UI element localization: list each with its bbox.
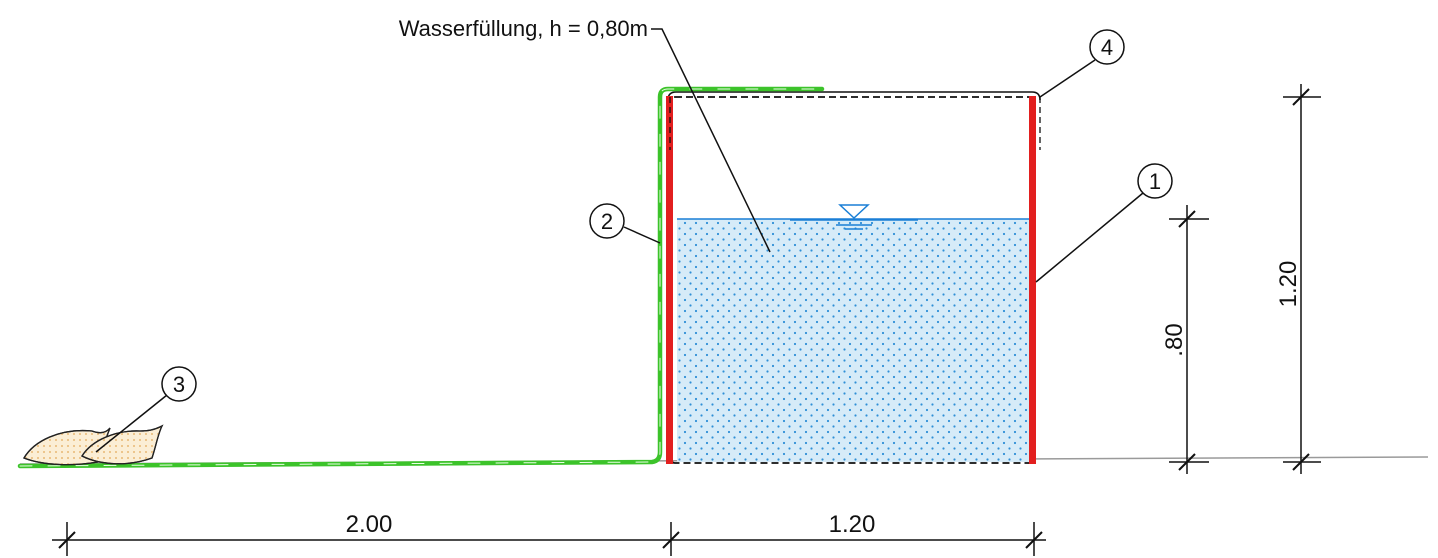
dimension-water-height	[1169, 205, 1209, 474]
svg-text:3: 3	[173, 372, 185, 397]
svg-text:2: 2	[601, 209, 613, 234]
callout-1: 1	[1137, 163, 1173, 199]
svg-text:4: 4	[1101, 35, 1113, 60]
container-frame	[667, 91, 1041, 101]
dimension-bottom-right-label: 1.20	[829, 511, 876, 538]
leader-lines	[95, 28, 1144, 453]
water-level-symbol-icon	[790, 204, 918, 230]
dimension-total-height-label: 1.20	[1275, 261, 1302, 308]
callout-4: 4	[1089, 29, 1125, 65]
dimension-bottom	[52, 522, 1046, 556]
water-fill-label: Wasserfüllung, h = 0,80m	[399, 16, 648, 41]
sandbag-icon	[23, 424, 164, 466]
dimension-water-height-label: .80	[1161, 323, 1188, 356]
wall-left	[666, 96, 673, 464]
protective-membrane	[17, 86, 825, 469]
callout-2: 2	[589, 203, 625, 239]
dimension-total-height	[1283, 84, 1321, 474]
svg-text:1: 1	[1149, 169, 1161, 194]
callout-3: 3	[161, 366, 197, 402]
wall-right	[1029, 96, 1036, 464]
water-body	[677, 218, 1029, 462]
dimension-bottom-left-label: 2.00	[346, 511, 393, 538]
